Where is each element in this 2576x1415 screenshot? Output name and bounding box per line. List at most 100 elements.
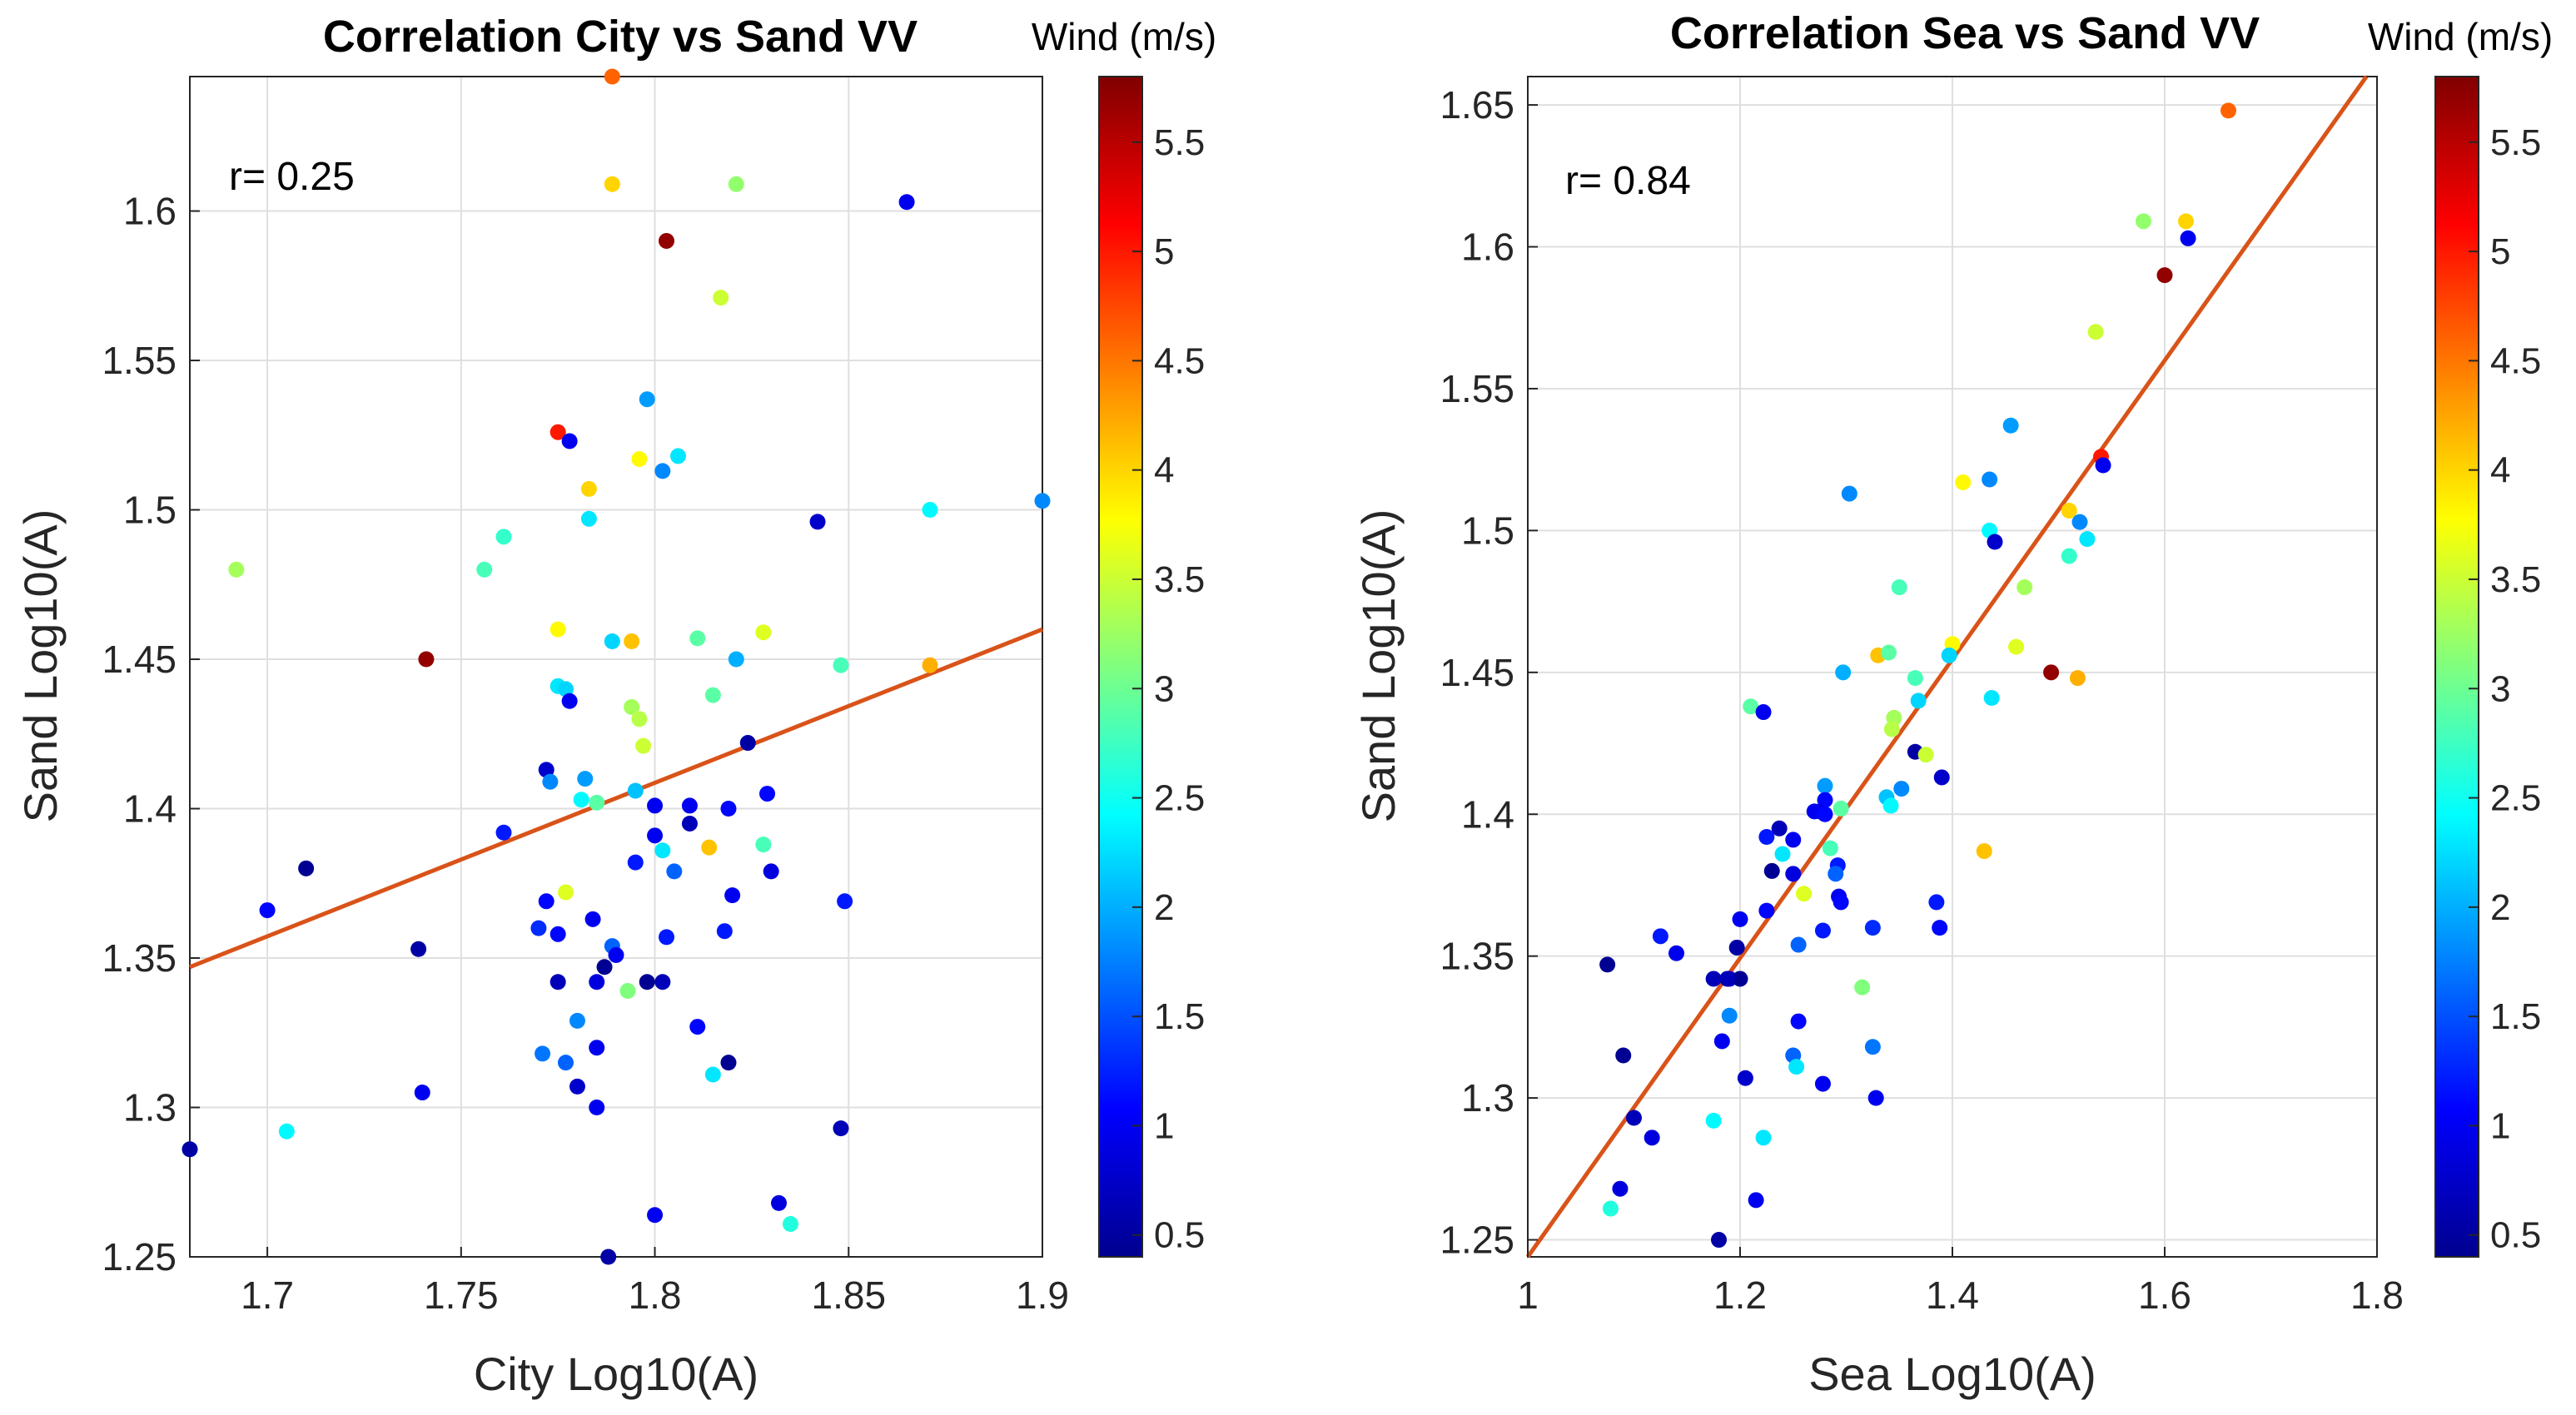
scatter-point bbox=[1987, 534, 2003, 550]
y-tick-label: 1.55 bbox=[102, 339, 177, 382]
colorbar-frame bbox=[1098, 76, 1143, 1258]
scatter-panel-city: Correlation City vs Sand VV 1.7 1.75 1.8 1.… bbox=[14, 12, 1216, 1400]
plot-area-frame bbox=[189, 76, 1043, 1258]
chart-title: Correlation Sea vs Sand VV bbox=[1670, 8, 2260, 58]
scatter-panel-sea: Correlation Sea vs Sand VV 1 1.2 1.4 1.6 1.8… bbox=[1352, 8, 2553, 1400]
scatter-point bbox=[1955, 474, 1972, 490]
scatter-point bbox=[833, 657, 849, 673]
scatter-point bbox=[639, 974, 655, 990]
scatter-point bbox=[631, 711, 648, 727]
scatter-point bbox=[1828, 866, 1844, 882]
scatter-point bbox=[681, 797, 698, 814]
scatter-point bbox=[259, 902, 276, 919]
scatter-point bbox=[1771, 820, 1788, 837]
scatter-point bbox=[604, 633, 620, 649]
scatter-point bbox=[2017, 579, 2033, 596]
scatter-point bbox=[724, 887, 741, 904]
scatter-point bbox=[1854, 979, 1871, 995]
scatter-point bbox=[2069, 670, 2086, 687]
colorbar-tick-label: 1.5 bbox=[1154, 996, 1205, 1037]
y-tick-label: 1.5 bbox=[123, 489, 177, 532]
scatter-point bbox=[589, 974, 605, 990]
scatter-point bbox=[600, 1249, 617, 1265]
colorbar-tick-label: 4 bbox=[1154, 450, 1174, 491]
scatter-point bbox=[418, 651, 435, 668]
scatter-point bbox=[1893, 781, 1910, 797]
scatter-point bbox=[604, 176, 620, 192]
scatter-point bbox=[1864, 1039, 1881, 1055]
scatter-point bbox=[557, 681, 574, 698]
scatter-point bbox=[619, 983, 636, 1000]
scatter-point bbox=[728, 176, 744, 192]
scatter-point bbox=[2079, 531, 2096, 548]
scatter-point bbox=[739, 735, 756, 752]
scatter-point bbox=[627, 854, 644, 871]
scatter-point bbox=[2087, 324, 2104, 340]
scatter-point bbox=[654, 842, 671, 859]
scatter-point bbox=[589, 1100, 605, 1116]
scatter-point bbox=[1755, 1130, 1772, 1146]
scatter-point bbox=[659, 929, 675, 946]
scatter-point bbox=[1822, 840, 1838, 856]
scatter-point bbox=[1814, 1075, 1831, 1092]
colorbar-tick-label: 4.5 bbox=[1154, 340, 1205, 381]
scatter-point bbox=[720, 1055, 737, 1071]
scatter-point bbox=[833, 1120, 849, 1137]
scatter-point bbox=[608, 946, 624, 963]
scatter-point bbox=[580, 480, 597, 497]
colorbar-tick-label: 3.5 bbox=[2490, 559, 2541, 600]
colorbar-tick-label: 2 bbox=[2490, 887, 2510, 928]
x-tick-label: 1.6 bbox=[2138, 1274, 2191, 1317]
scatter-point bbox=[763, 863, 779, 880]
scatter-point bbox=[573, 792, 589, 808]
scatter-point bbox=[755, 837, 772, 853]
scatter-point bbox=[1774, 846, 1791, 862]
y-tick-label: 1.6 bbox=[1461, 226, 1514, 269]
colorbar-ticks: 0.5 1 1.5 2 2.5 3 3.5 4 4.5 5 5.5 bbox=[1132, 122, 1205, 1256]
scatter-point bbox=[2220, 102, 2236, 119]
scatter-point bbox=[1881, 644, 1897, 661]
scatter-point bbox=[1796, 886, 1812, 902]
x-tick-label: 1.4 bbox=[1926, 1274, 1979, 1317]
colorbar-tick-label: 2 bbox=[1154, 887, 1174, 928]
scatter-point bbox=[2043, 664, 2060, 681]
scatter-point bbox=[1758, 902, 1775, 919]
y-tick-label: 1.55 bbox=[1440, 367, 1514, 410]
scatter-point bbox=[635, 737, 652, 754]
scatter-point bbox=[716, 923, 733, 940]
scatter-point bbox=[1034, 493, 1051, 509]
scatter-point bbox=[1758, 829, 1775, 846]
scatter-point bbox=[720, 801, 737, 817]
scatter-point bbox=[1928, 894, 1945, 911]
scatter-point bbox=[654, 974, 671, 990]
scatter-point bbox=[2071, 514, 2088, 530]
x-tick-label: 1.8 bbox=[2350, 1274, 2404, 1317]
scatter-point bbox=[1790, 936, 1807, 953]
scatter-point bbox=[561, 693, 578, 709]
scatter-point bbox=[1976, 843, 1992, 860]
scatter-point bbox=[1817, 777, 1833, 794]
scatter-point bbox=[542, 773, 559, 790]
colorbar-tick-label: 3.5 bbox=[1154, 559, 1205, 600]
scatter-point bbox=[647, 797, 664, 814]
scatter-point bbox=[759, 786, 776, 802]
scatter-point bbox=[1932, 920, 1948, 936]
scatter-point bbox=[1983, 689, 2000, 706]
scatter-point bbox=[681, 815, 698, 832]
x-axis-label: City Log10(A) bbox=[474, 1348, 758, 1400]
scatter-point bbox=[1732, 971, 1748, 987]
y-axis-label: Sand Log10(A) bbox=[14, 509, 67, 823]
colorbar-tick-label: 5.5 bbox=[1154, 122, 1205, 163]
fit-line-group bbox=[189, 627, 1043, 970]
colorbar-ticks: 0.5 1 1.5 2 2.5 3 3.5 4 4.5 5 5.5 bbox=[2469, 122, 2541, 1256]
scatter-point bbox=[1599, 956, 1616, 973]
scatter-point bbox=[669, 448, 686, 464]
x-tick-label: 1.2 bbox=[1713, 1274, 1767, 1317]
scatter-point bbox=[1982, 471, 1998, 488]
colorbar-label: Wind (m/s) bbox=[1032, 15, 1216, 58]
scatter-point bbox=[1721, 1007, 1738, 1024]
scatter-point bbox=[589, 794, 605, 811]
scatter-point bbox=[557, 1055, 574, 1071]
scatter-point bbox=[1612, 1180, 1629, 1197]
scatter-point bbox=[755, 624, 772, 641]
